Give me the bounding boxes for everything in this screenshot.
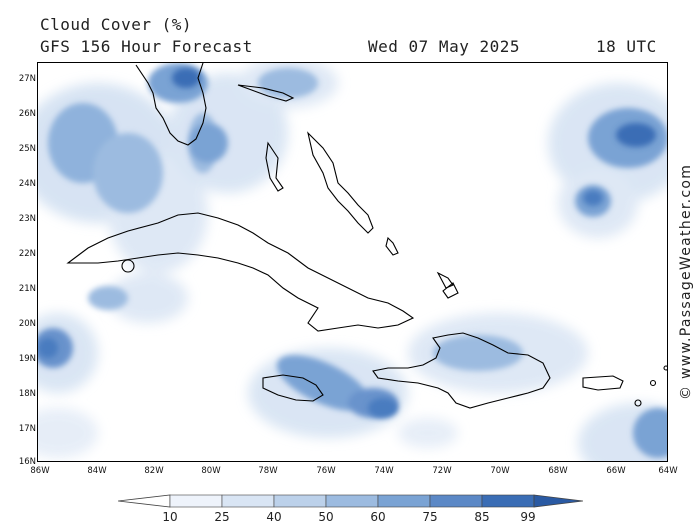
lon-tick: 66W <box>606 466 626 476</box>
island <box>385 236 399 256</box>
lon-tick: 72W <box>432 466 452 476</box>
island <box>649 379 657 387</box>
lat-tick: 23N <box>18 214 36 224</box>
colorbar-segment <box>429 494 483 508</box>
lon-tick: 68W <box>548 466 568 476</box>
lon-tick: 76W <box>316 466 336 476</box>
andros-coast <box>265 141 284 192</box>
cloud-patch <box>276 355 370 411</box>
legend-label: 85 <box>474 510 490 524</box>
colorbar-low-arrow <box>118 494 171 508</box>
cloud-patch <box>38 408 98 458</box>
lon-tick: 78W <box>258 466 278 476</box>
lat-tick: 26N <box>18 109 36 119</box>
coastlines <box>66 63 667 409</box>
lon-tick: 80W <box>201 466 221 476</box>
valid-date: Wed 07 May 2025 <box>368 37 520 56</box>
cloud-patch <box>38 338 58 358</box>
florida-coast <box>135 63 207 146</box>
cloud-patch <box>188 123 228 163</box>
lat-tick: 25N <box>18 144 36 154</box>
colorbar-segment <box>325 494 379 508</box>
map-svg <box>38 63 667 461</box>
lat-tick: 22N <box>18 249 36 259</box>
island <box>436 271 454 289</box>
lat-tick: 18N <box>18 389 36 399</box>
isle-of-youth <box>121 259 135 273</box>
cloud-patch <box>398 418 458 448</box>
cloud-patch <box>633 408 667 458</box>
cloud-patch <box>616 123 656 147</box>
legend-label: 10 <box>162 510 178 524</box>
cloud-patch <box>433 335 523 371</box>
lon-tick: 74W <box>374 466 394 476</box>
legend-label: 60 <box>370 510 386 524</box>
legend-label: 40 <box>266 510 282 524</box>
cloud-patch <box>93 133 163 213</box>
colorbar-high-arrow <box>533 494 583 508</box>
lon-tick: 84W <box>87 466 107 476</box>
cuba-coast <box>66 212 415 332</box>
legend-label: 25 <box>214 510 230 524</box>
map-title: Cloud Cover (%) <box>40 15 192 34</box>
cloud-patch <box>258 68 318 98</box>
legend-label: 75 <box>422 510 438 524</box>
lat-tick: 16N <box>18 457 36 467</box>
lon-tick: 64W <box>658 466 678 476</box>
cloud-patch <box>108 273 188 323</box>
lat-tick: 27N <box>18 74 36 84</box>
cloud-patch <box>88 286 128 310</box>
puerto-rico-coast <box>582 375 624 391</box>
lat-tick: 20N <box>18 319 36 329</box>
colorbar-segment <box>377 494 431 508</box>
cloud-patch <box>583 190 603 206</box>
hispaniola-coast <box>372 332 551 409</box>
colorbar-segment <box>221 494 275 508</box>
lat-tick: 21N <box>18 284 36 294</box>
lat-tick: 17N <box>18 424 36 434</box>
grand-bahama-coast <box>237 84 295 102</box>
valid-hour: 18 UTC <box>596 37 657 56</box>
island <box>663 365 667 371</box>
copyright-credit: © www.PassageWeather.com <box>678 163 694 400</box>
cloud-patch <box>368 398 398 418</box>
legend-label: 50 <box>318 510 334 524</box>
colorbar <box>118 494 583 508</box>
island <box>442 282 459 299</box>
cloud-patch <box>172 68 200 88</box>
lat-tick: 19N <box>18 354 36 364</box>
cloud-cover-map <box>37 62 668 462</box>
colorbar-segment <box>273 494 327 508</box>
colorbar-segment <box>481 494 535 508</box>
lat-tick: 24N <box>18 179 36 189</box>
island <box>634 399 642 407</box>
lon-tick: 82W <box>144 466 164 476</box>
bahamas-coast <box>307 131 374 234</box>
colorbar-segment <box>169 494 223 508</box>
jamaica-coast <box>262 374 324 402</box>
legend-label: 99 <box>520 510 536 524</box>
lon-tick: 86W <box>30 466 50 476</box>
forecast-run: GFS 156 Hour Forecast <box>40 37 253 56</box>
lon-tick: 70W <box>490 466 510 476</box>
